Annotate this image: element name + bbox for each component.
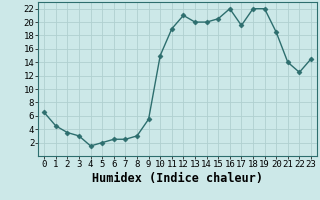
X-axis label: Humidex (Indice chaleur): Humidex (Indice chaleur) (92, 172, 263, 185)
